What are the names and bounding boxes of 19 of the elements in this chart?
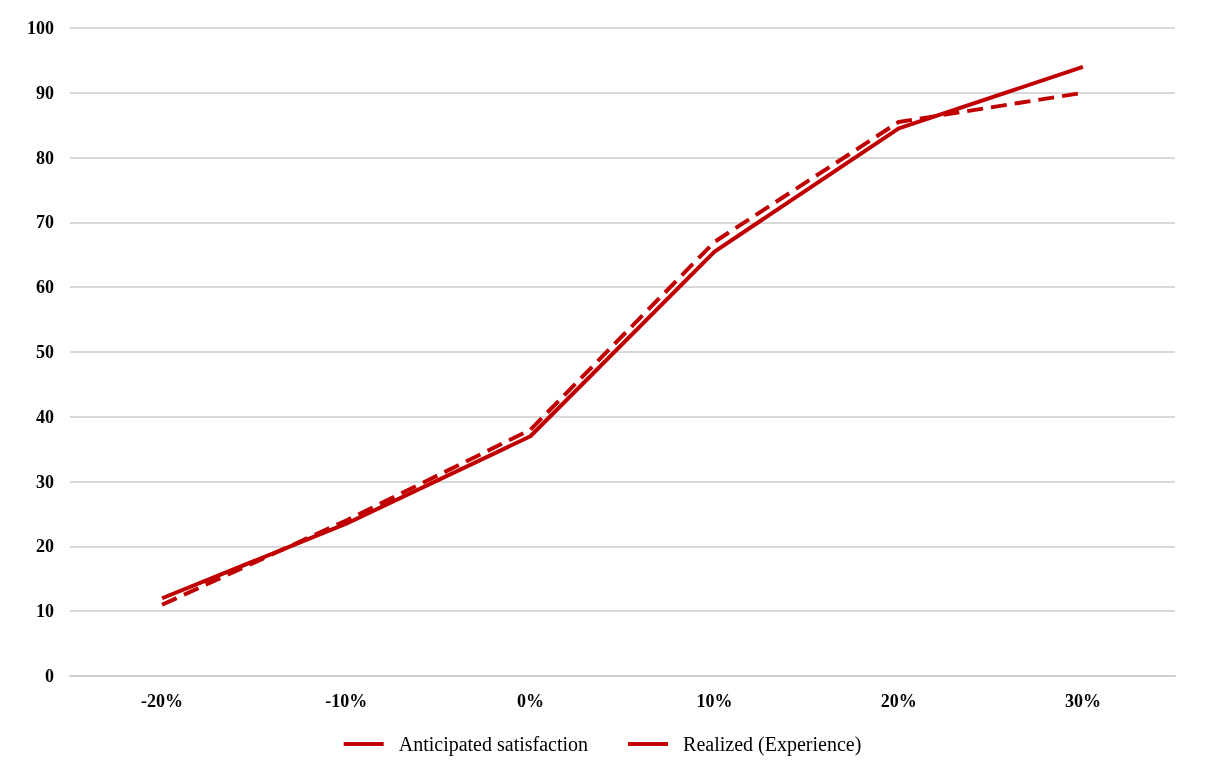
y-tick-label: 50 [36, 342, 54, 362]
x-tick-label: -10% [325, 691, 368, 711]
legend-label: Anticipated satisfaction [398, 733, 589, 756]
y-tick-label: 90 [36, 82, 54, 103]
x-tick-label: -20% [141, 691, 184, 711]
x-tick-label: 30% [1064, 691, 1101, 711]
y-tick-label: 80 [36, 147, 54, 168]
y-tick-label: 10 [36, 601, 54, 622]
y-tick-label: 40 [36, 406, 54, 427]
legend-label: Realized (Experience) [683, 733, 862, 756]
x-tick-label: 10% [696, 691, 733, 711]
y-tick-label: 0 [45, 666, 54, 686]
x-tick-label: 20% [880, 691, 917, 711]
y-tick-label: 30 [36, 471, 54, 492]
y-tick-label: 60 [36, 277, 54, 298]
y-tick-label: 70 [36, 212, 54, 233]
y-tick-label: 20 [36, 536, 54, 557]
x-tick-label: 0% [516, 691, 544, 711]
y-tick-label: 100 [27, 18, 54, 38]
